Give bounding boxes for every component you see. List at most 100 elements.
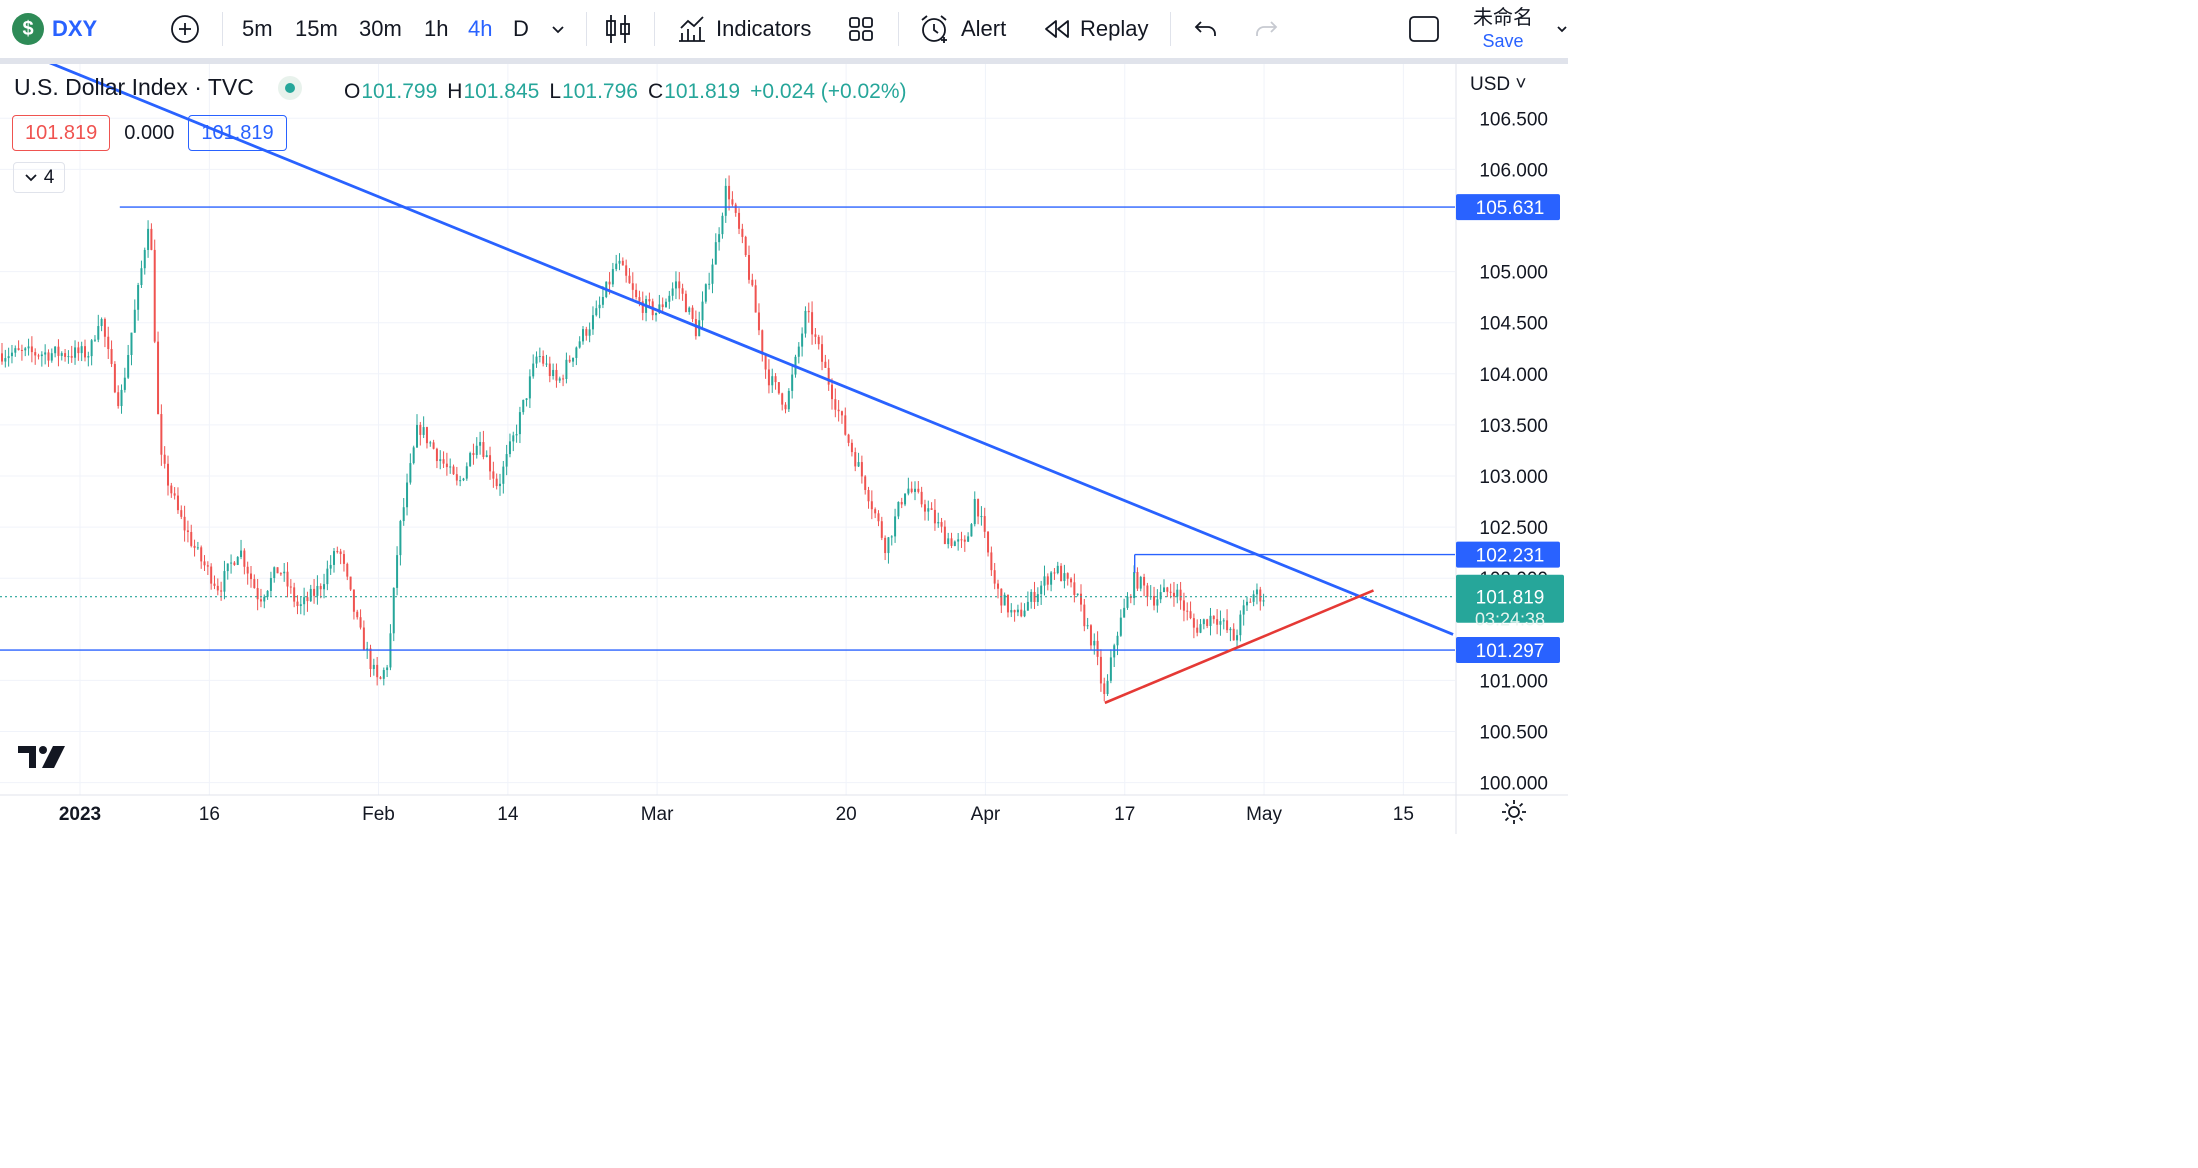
candle-body [505, 454, 508, 467]
more-dropdown[interactable] [1556, 0, 1568, 58]
price-chart[interactable]: 106.500 106.000 105.000 104.500 104.000 103.5… [0, 64, 1568, 834]
interval-1h[interactable]: 1h [424, 16, 449, 41]
candle-body [1, 353, 3, 362]
candle-body [528, 376, 531, 399]
indicators-collapse-button[interactable]: 4 [13, 162, 65, 193]
candle-body [877, 513, 880, 522]
undo-button[interactable] [1193, 0, 1219, 58]
candle-body [1076, 593, 1079, 595]
candle-body [927, 508, 930, 512]
candle-body [1136, 572, 1139, 589]
candle-body [342, 554, 345, 564]
candle-body [920, 491, 923, 505]
candle-body [54, 346, 57, 354]
symbol-search[interactable]: $ DXY [12, 0, 97, 58]
settings-gear-icon[interactable] [1500, 798, 1528, 826]
candle-body [210, 566, 213, 584]
candle-body [1262, 600, 1265, 602]
high-value: 101.845 [463, 80, 540, 103]
open-value: 101.799 [361, 80, 438, 103]
candle-body [213, 583, 216, 586]
price-tick-label: 106.500 [1479, 109, 1548, 130]
indicators-button[interactable]: Indicators [677, 0, 811, 58]
alert-button[interactable]: Alert [919, 0, 1006, 58]
candle-body [1206, 619, 1209, 627]
candle-body [449, 466, 452, 468]
candle-body [97, 326, 100, 340]
candle-body [1013, 610, 1016, 613]
redo-button[interactable] [1253, 0, 1279, 58]
alert-label: Alert [961, 16, 1007, 41]
candle-body [963, 539, 966, 542]
candle-body [1086, 625, 1089, 627]
candle-body [176, 495, 179, 511]
candle-body [741, 228, 744, 237]
candle-body [442, 459, 445, 464]
candle-body [333, 551, 335, 565]
interval-dropdown[interactable] [549, 0, 567, 58]
interval-5m[interactable]: 5m [242, 16, 273, 41]
compare-add-button[interactable] [170, 0, 200, 58]
candle-body [489, 455, 492, 472]
interval-d[interactable]: D [513, 16, 529, 41]
candle-body [419, 424, 422, 435]
candle-body [439, 459, 442, 462]
candle-body [977, 498, 980, 517]
drawing-tools [0, 64, 1455, 705]
candle-body [575, 347, 578, 358]
line-price-label: 102.231 [1476, 546, 1545, 567]
candle-body [801, 333, 804, 347]
candle-body [943, 526, 946, 545]
chart-type-button[interactable] [604, 0, 632, 58]
candle-body [90, 340, 93, 357]
candle-body [246, 566, 249, 574]
candle-body [60, 353, 63, 356]
candle-body [64, 353, 67, 357]
candle-body [831, 384, 833, 400]
interval-15m[interactable]: 15m [295, 16, 338, 41]
candle-body [206, 565, 209, 567]
candle-body [326, 568, 329, 585]
candle-body [1113, 645, 1116, 658]
candle-body [668, 295, 671, 302]
candle-body [465, 466, 468, 479]
interval-30m[interactable]: 30m [359, 16, 402, 41]
candle-body [127, 355, 130, 378]
candle-body [671, 288, 674, 296]
series-legend: U.S. Dollar Index · TVC [14, 74, 302, 101]
candle-body [582, 329, 584, 342]
candle-body [409, 463, 412, 483]
candle-body [917, 488, 920, 492]
fullscreen-button[interactable] [1408, 0, 1440, 58]
candle-body [329, 564, 332, 569]
candle-body [933, 509, 936, 524]
save-layout-button[interactable]: 未命名 Save [1470, 6, 1536, 52]
replay-button[interactable]: Replay [1043, 0, 1148, 58]
candle-body [170, 485, 173, 494]
candle-body [223, 571, 226, 592]
candle-body [190, 532, 193, 546]
interval-4h[interactable]: 4h [468, 16, 493, 41]
rewind-icon [1045, 20, 1069, 38]
layouts-button[interactable] [847, 0, 875, 58]
sell-button[interactable]: 101.819 [12, 115, 111, 151]
market-status-icon[interactable] [277, 75, 302, 100]
candle-body [1109, 657, 1112, 681]
candle-body [1056, 565, 1059, 574]
candle-body [748, 255, 750, 280]
candle-body [1209, 615, 1212, 627]
currency-selector[interactable]: USD ˅ [1470, 74, 1527, 96]
rising-trendline [1104, 589, 1375, 705]
tradingview-logo-icon[interactable] [18, 744, 66, 770]
candle-body [572, 357, 575, 362]
candle-body [757, 312, 760, 331]
candle-body [764, 354, 767, 370]
candle-body [648, 299, 651, 302]
candle-body [997, 583, 999, 589]
candle-body [704, 284, 707, 302]
line-price-label: 105.631 [1476, 198, 1545, 219]
candle-body [133, 309, 136, 333]
candle-body [611, 269, 614, 285]
buy-button[interactable]: 101.819 [188, 115, 287, 151]
candle-body [814, 334, 817, 337]
